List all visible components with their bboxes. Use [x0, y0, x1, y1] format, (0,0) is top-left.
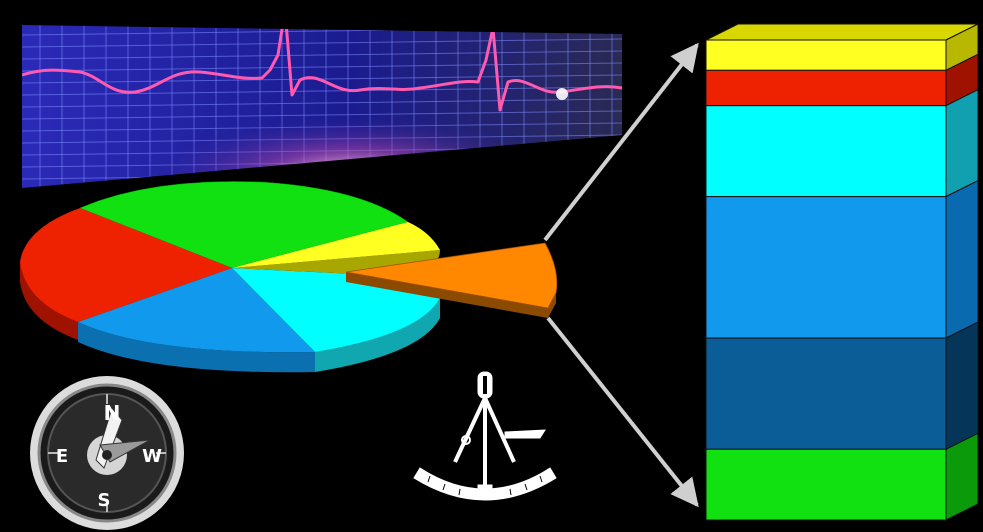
pie-slice-blue: [78, 268, 315, 353]
pie-side-cyan: [315, 298, 440, 372]
arrow-upper: [543, 42, 699, 242]
connector-arrows: [543, 42, 699, 508]
stack-side-cyan: [945, 88, 979, 198]
stack-segment-blue: [705, 196, 947, 339]
pie-slice-orange-side: [346, 272, 556, 318]
stack-side-blue: [945, 179, 979, 339]
pie-slice-yellow: [232, 222, 440, 268]
stack-segment-cyan: [705, 105, 947, 198]
pie-slice-orange: [345, 242, 558, 309]
pie-side-red: [20, 262, 78, 340]
sextant-icon: [413, 371, 557, 501]
pie-chart: [20, 181, 558, 373]
compass-east-label: E: [56, 446, 68, 467]
arrow-lower: [546, 316, 699, 508]
pie-side-blue: [78, 322, 315, 373]
stack-segment-red: [705, 69, 947, 107]
compass-image: N S E W: [30, 376, 184, 530]
stack-side-green: [945, 432, 979, 521]
pie-slice-green: [79, 181, 409, 269]
stack-segment-green: [705, 448, 947, 521]
stack-segment-yellow: [705, 39, 947, 71]
stack-segment-dark-blue: [705, 337, 947, 450]
stack-side-dark-blue: [945, 321, 979, 451]
stack-top-face: [705, 23, 979, 41]
compass-west-label: W: [142, 446, 162, 467]
ecg-monitor-image: [22, 25, 622, 188]
compass-south-label: S: [98, 490, 111, 511]
compass-north-label: N: [104, 401, 121, 425]
ecg-trace: [22, 25, 622, 112]
pie-slice-red: [20, 208, 232, 322]
stacked-bar-chart: [705, 23, 979, 521]
